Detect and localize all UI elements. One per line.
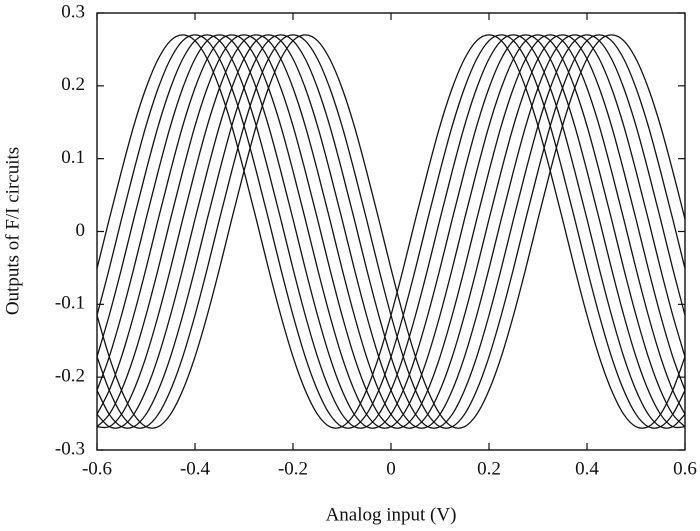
y-tick-label: 0.2 (61, 74, 85, 95)
y-tick-label: 0 (76, 220, 86, 241)
x-tick-label: 0.6 (673, 458, 697, 479)
curve (96, 34, 686, 429)
curve (96, 34, 686, 429)
x-tick-label: 0.2 (477, 458, 501, 479)
x-tick-label: -0.2 (278, 458, 308, 479)
y-axis-label: Outputs of F/I circuits (2, 147, 23, 315)
x-tick-label: -0.4 (180, 458, 211, 479)
curve (96, 34, 686, 429)
curve (96, 34, 686, 429)
curve (96, 34, 686, 429)
x-axis-label: Analog input (V) (326, 504, 457, 525)
curve (96, 34, 686, 429)
curve (96, 34, 686, 429)
y-tick-label: -0.1 (55, 293, 85, 314)
x-tick-label: -0.6 (82, 458, 112, 479)
curve (96, 34, 686, 429)
y-tick-label: 0.3 (61, 1, 85, 22)
curve (96, 34, 686, 429)
curve (96, 34, 686, 429)
y-tick-label: -0.3 (55, 438, 85, 459)
x-tick-label: 0 (386, 458, 396, 479)
curve (96, 34, 686, 429)
x-tick-label: 0.4 (575, 458, 599, 479)
y-tick-label: -0.2 (55, 366, 85, 387)
y-tick-label: 0.1 (61, 147, 85, 168)
